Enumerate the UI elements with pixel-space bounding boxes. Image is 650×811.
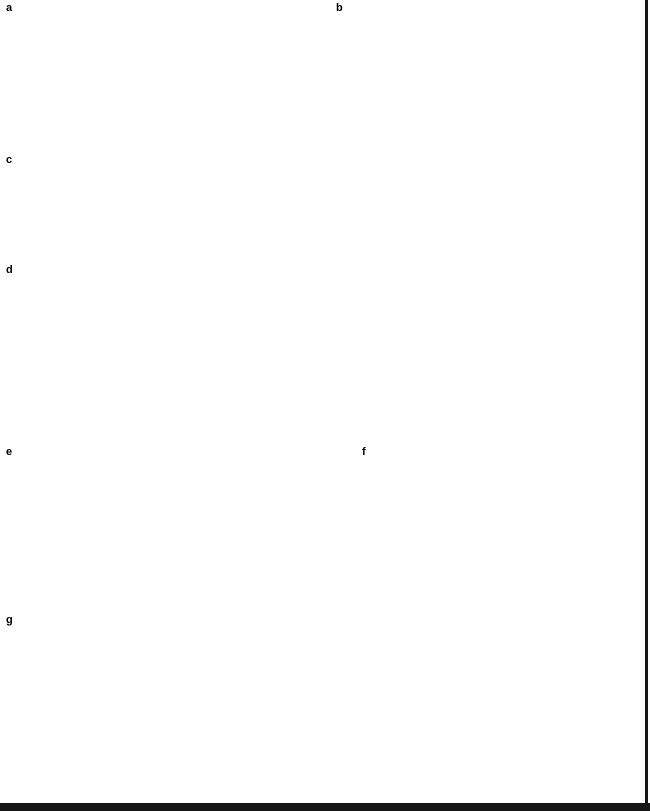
panel-e-label: e [6, 446, 13, 458]
panel-c-label: c [6, 154, 13, 166]
page-edge-right [645, 0, 648, 805]
panel-f-label: f [362, 446, 366, 458]
panel-g-label: g [6, 614, 13, 626]
panel-b-label: b [336, 2, 343, 14]
page-edge-bottom [0, 803, 650, 811]
panel-d-label: d [6, 264, 13, 276]
panel-a-label: a [6, 2, 13, 14]
